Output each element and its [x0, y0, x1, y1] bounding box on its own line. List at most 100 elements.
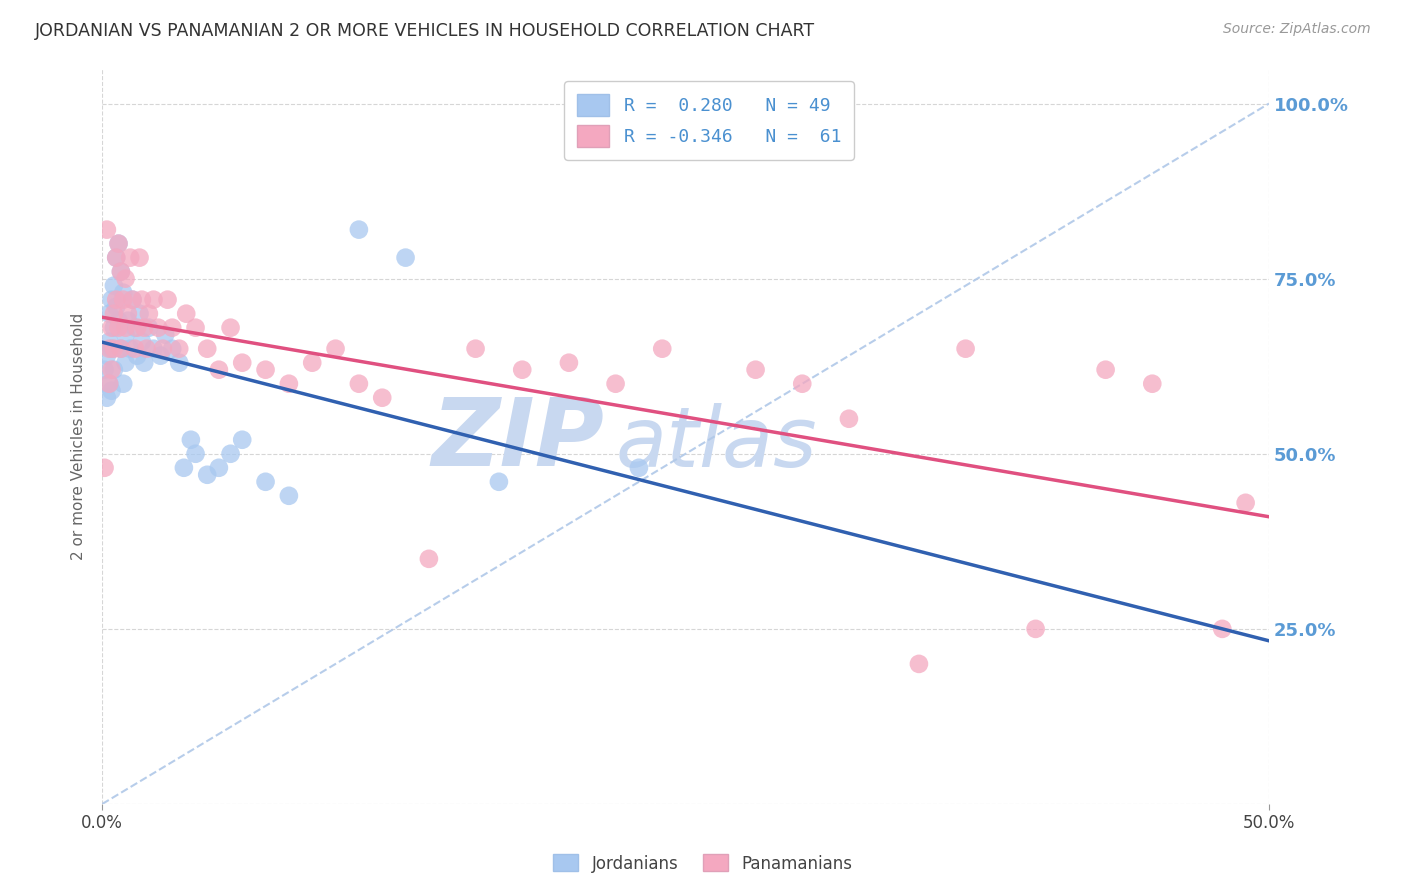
- Point: [100, 320, 122, 334]
- Point: [464, 342, 486, 356]
- Point: [112, 376, 135, 391]
- Point: [418, 551, 440, 566]
- Point: [127, 320, 149, 334]
- Point: [110, 265, 132, 279]
- Point: [219, 447, 242, 461]
- Point: [838, 411, 860, 425]
- Point: [325, 342, 347, 356]
- Point: [792, 376, 814, 391]
- Point: [100, 293, 122, 307]
- Point: [155, 327, 177, 342]
- Point: [231, 433, 253, 447]
- Point: [103, 320, 125, 334]
- Point: [110, 342, 132, 356]
- Point: [127, 349, 149, 363]
- Y-axis label: 2 or more Vehicles in Household: 2 or more Vehicles in Household: [72, 312, 86, 560]
- Point: [117, 314, 139, 328]
- Point: [908, 657, 931, 671]
- Text: atlas: atlas: [616, 403, 817, 484]
- Point: [134, 320, 156, 334]
- Point: [121, 293, 143, 307]
- Point: [107, 236, 129, 251]
- Legend: Jordanians, Panamanians: Jordanians, Panamanians: [547, 847, 859, 880]
- Point: [149, 349, 172, 363]
- Point: [103, 278, 125, 293]
- Point: [142, 342, 165, 356]
- Point: [120, 342, 142, 356]
- Point: [103, 342, 125, 356]
- Point: [114, 327, 136, 342]
- Point: [184, 320, 207, 334]
- Point: [114, 271, 136, 285]
- Point: [98, 307, 121, 321]
- Point: [347, 376, 370, 391]
- Point: [114, 320, 136, 334]
- Point: [160, 320, 183, 334]
- Point: [105, 293, 128, 307]
- Point: [1234, 496, 1257, 510]
- Point: [98, 376, 121, 391]
- Point: [173, 460, 195, 475]
- Point: [605, 376, 627, 391]
- Point: [107, 236, 129, 251]
- Point: [160, 342, 183, 356]
- Point: [301, 356, 323, 370]
- Point: [195, 342, 218, 356]
- Point: [142, 293, 165, 307]
- Point: [120, 251, 142, 265]
- Point: [955, 342, 977, 356]
- Point: [195, 467, 218, 482]
- Point: [371, 391, 394, 405]
- Point: [124, 342, 146, 356]
- Point: [128, 251, 150, 265]
- Point: [394, 251, 416, 265]
- Point: [138, 320, 160, 334]
- Point: [112, 285, 135, 300]
- Point: [138, 307, 160, 321]
- Point: [744, 362, 766, 376]
- Point: [103, 362, 125, 376]
- Point: [105, 251, 128, 265]
- Legend: R =  0.280   N = 49, R = -0.346   N =  61: R = 0.280 N = 49, R = -0.346 N = 61: [564, 81, 853, 160]
- Point: [152, 342, 174, 356]
- Point: [112, 293, 135, 307]
- Point: [1142, 376, 1164, 391]
- Point: [219, 320, 242, 334]
- Point: [105, 251, 128, 265]
- Point: [98, 376, 121, 391]
- Point: [277, 376, 299, 391]
- Point: [131, 293, 153, 307]
- Point: [254, 362, 277, 376]
- Point: [156, 293, 179, 307]
- Point: [110, 342, 132, 356]
- Point: [124, 320, 146, 334]
- Text: Source: ZipAtlas.com: Source: ZipAtlas.com: [1223, 22, 1371, 37]
- Point: [510, 362, 533, 376]
- Point: [96, 391, 118, 405]
- Point: [651, 342, 673, 356]
- Point: [174, 307, 197, 321]
- Point: [627, 460, 650, 475]
- Point: [93, 362, 115, 376]
- Point: [110, 265, 132, 279]
- Point: [100, 384, 122, 398]
- Point: [96, 222, 118, 236]
- Point: [103, 307, 125, 321]
- Point: [180, 433, 202, 447]
- Point: [148, 320, 170, 334]
- Point: [96, 349, 118, 363]
- Point: [134, 356, 156, 370]
- Point: [100, 362, 122, 376]
- Point: [135, 342, 157, 356]
- Point: [114, 356, 136, 370]
- Point: [1025, 622, 1047, 636]
- Point: [100, 342, 122, 356]
- Point: [105, 300, 128, 314]
- Point: [184, 447, 207, 461]
- Point: [121, 293, 143, 307]
- Point: [347, 222, 370, 236]
- Point: [107, 314, 129, 328]
- Point: [558, 356, 581, 370]
- Point: [107, 320, 129, 334]
- Point: [1094, 362, 1116, 376]
